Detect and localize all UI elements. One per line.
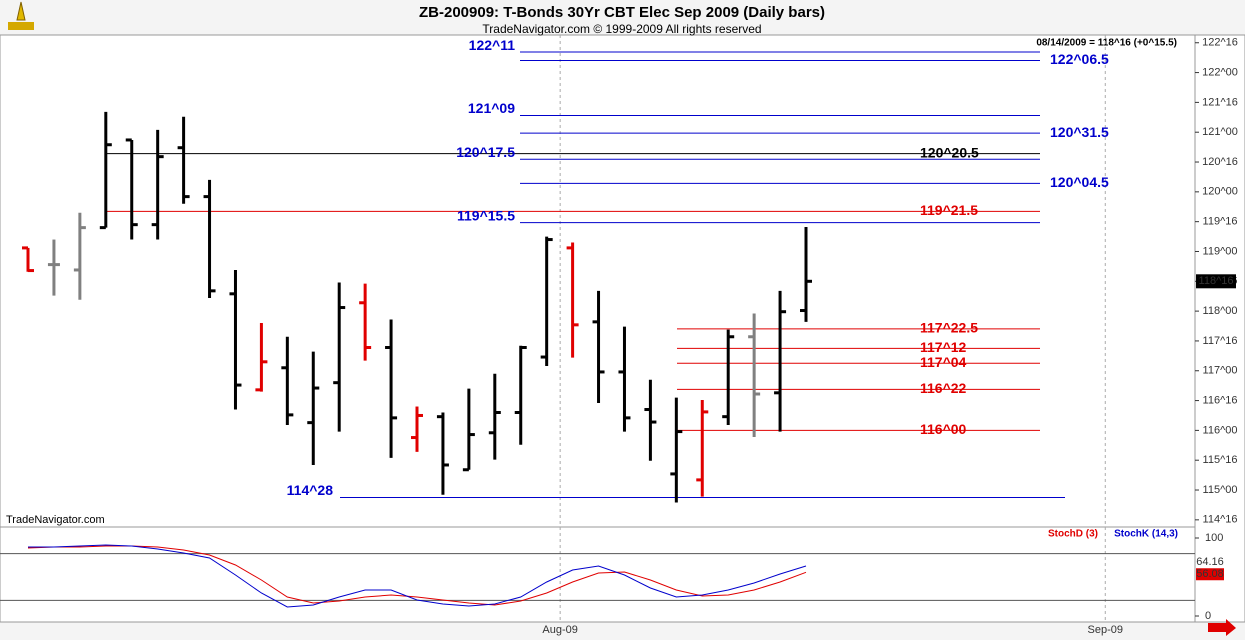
axis-panel (1194, 34, 1245, 623)
level-label: 116^22 (920, 380, 967, 396)
stoch-panel (0, 526, 1196, 623)
scroll-arrow[interactable] (1208, 619, 1236, 636)
y-tick-label: 116^00 (1203, 424, 1238, 436)
level-label: 121^09 (468, 100, 515, 116)
legend-entry: StochK (14,3) (1114, 529, 1178, 540)
level-label: 117^22.5 (920, 320, 978, 336)
level-label: 119^15.5 (457, 207, 515, 223)
value-box (1196, 568, 1224, 581)
level-label: 117^04 (920, 354, 967, 370)
y-tick-label: 121^16 (1202, 96, 1238, 108)
y-tick-label: 117^00 (1203, 365, 1238, 377)
watermark: TradeNavigator.com (6, 514, 105, 526)
y-tick-label: 100 (1205, 532, 1223, 544)
x-tick-label: Sep-09 (1088, 624, 1123, 636)
y-tick-label: 0 (1205, 610, 1211, 622)
chart-title: ZB-200909: T-Bonds 30Yr CBT Elec Sep 200… (419, 4, 825, 21)
stoch-line (28, 544, 807, 608)
y-tick-label: 115^00 (1203, 484, 1238, 496)
last-price-label: 118^16 (1199, 275, 1234, 287)
level-label: 117^12 (920, 339, 967, 355)
quote: 08/14/2009 = 118^16 (+0^15.5) (1036, 38, 1177, 49)
chart-subtitle: TradeNavigator.com © 1999-2009 All right… (482, 22, 761, 36)
level-label: 122^06.5 (1050, 51, 1109, 67)
stoch-line (27, 545, 807, 606)
level-label: 120^20.5 (920, 144, 979, 160)
y-tick-label: 118^00 (1203, 305, 1238, 317)
price-panel (0, 34, 1196, 528)
value-box (1196, 555, 1224, 568)
level-label: 122^11 (469, 37, 516, 53)
y-tick-label: 116^16 (1203, 394, 1238, 406)
level-label: 120^31.5 (1050, 124, 1109, 140)
y-tick-label: 115^16 (1203, 454, 1238, 466)
level-label: 119^21.5 (920, 202, 978, 218)
y-tick-label: 122^16 (1202, 37, 1238, 49)
y-tick-label: 120^00 (1202, 186, 1238, 198)
value-label: 56.08 (1196, 568, 1224, 580)
value-label: 64.16 (1196, 556, 1224, 568)
y-tick-label: 117^16 (1203, 335, 1238, 347)
y-tick-label: 120^16 (1202, 156, 1238, 168)
legend-entry: StochD (3) (1048, 529, 1098, 540)
level-label: 114^28 (287, 482, 334, 498)
y-tick-label: 119^16 (1203, 216, 1238, 228)
logo (8, 1, 34, 30)
y-tick-label: 121^00 (1202, 126, 1238, 138)
level-label: 120^04.5 (1050, 174, 1109, 190)
level-label: 120^17.5 (456, 144, 515, 160)
last-price-box (1196, 274, 1236, 289)
y-tick-label: 122^00 (1202, 66, 1238, 78)
x-tick-label: Aug-09 (542, 624, 577, 636)
y-tick-label: 119^00 (1203, 245, 1238, 257)
y-tick-label: 114^16 (1203, 514, 1238, 526)
level-label: 116^00 (920, 421, 967, 437)
